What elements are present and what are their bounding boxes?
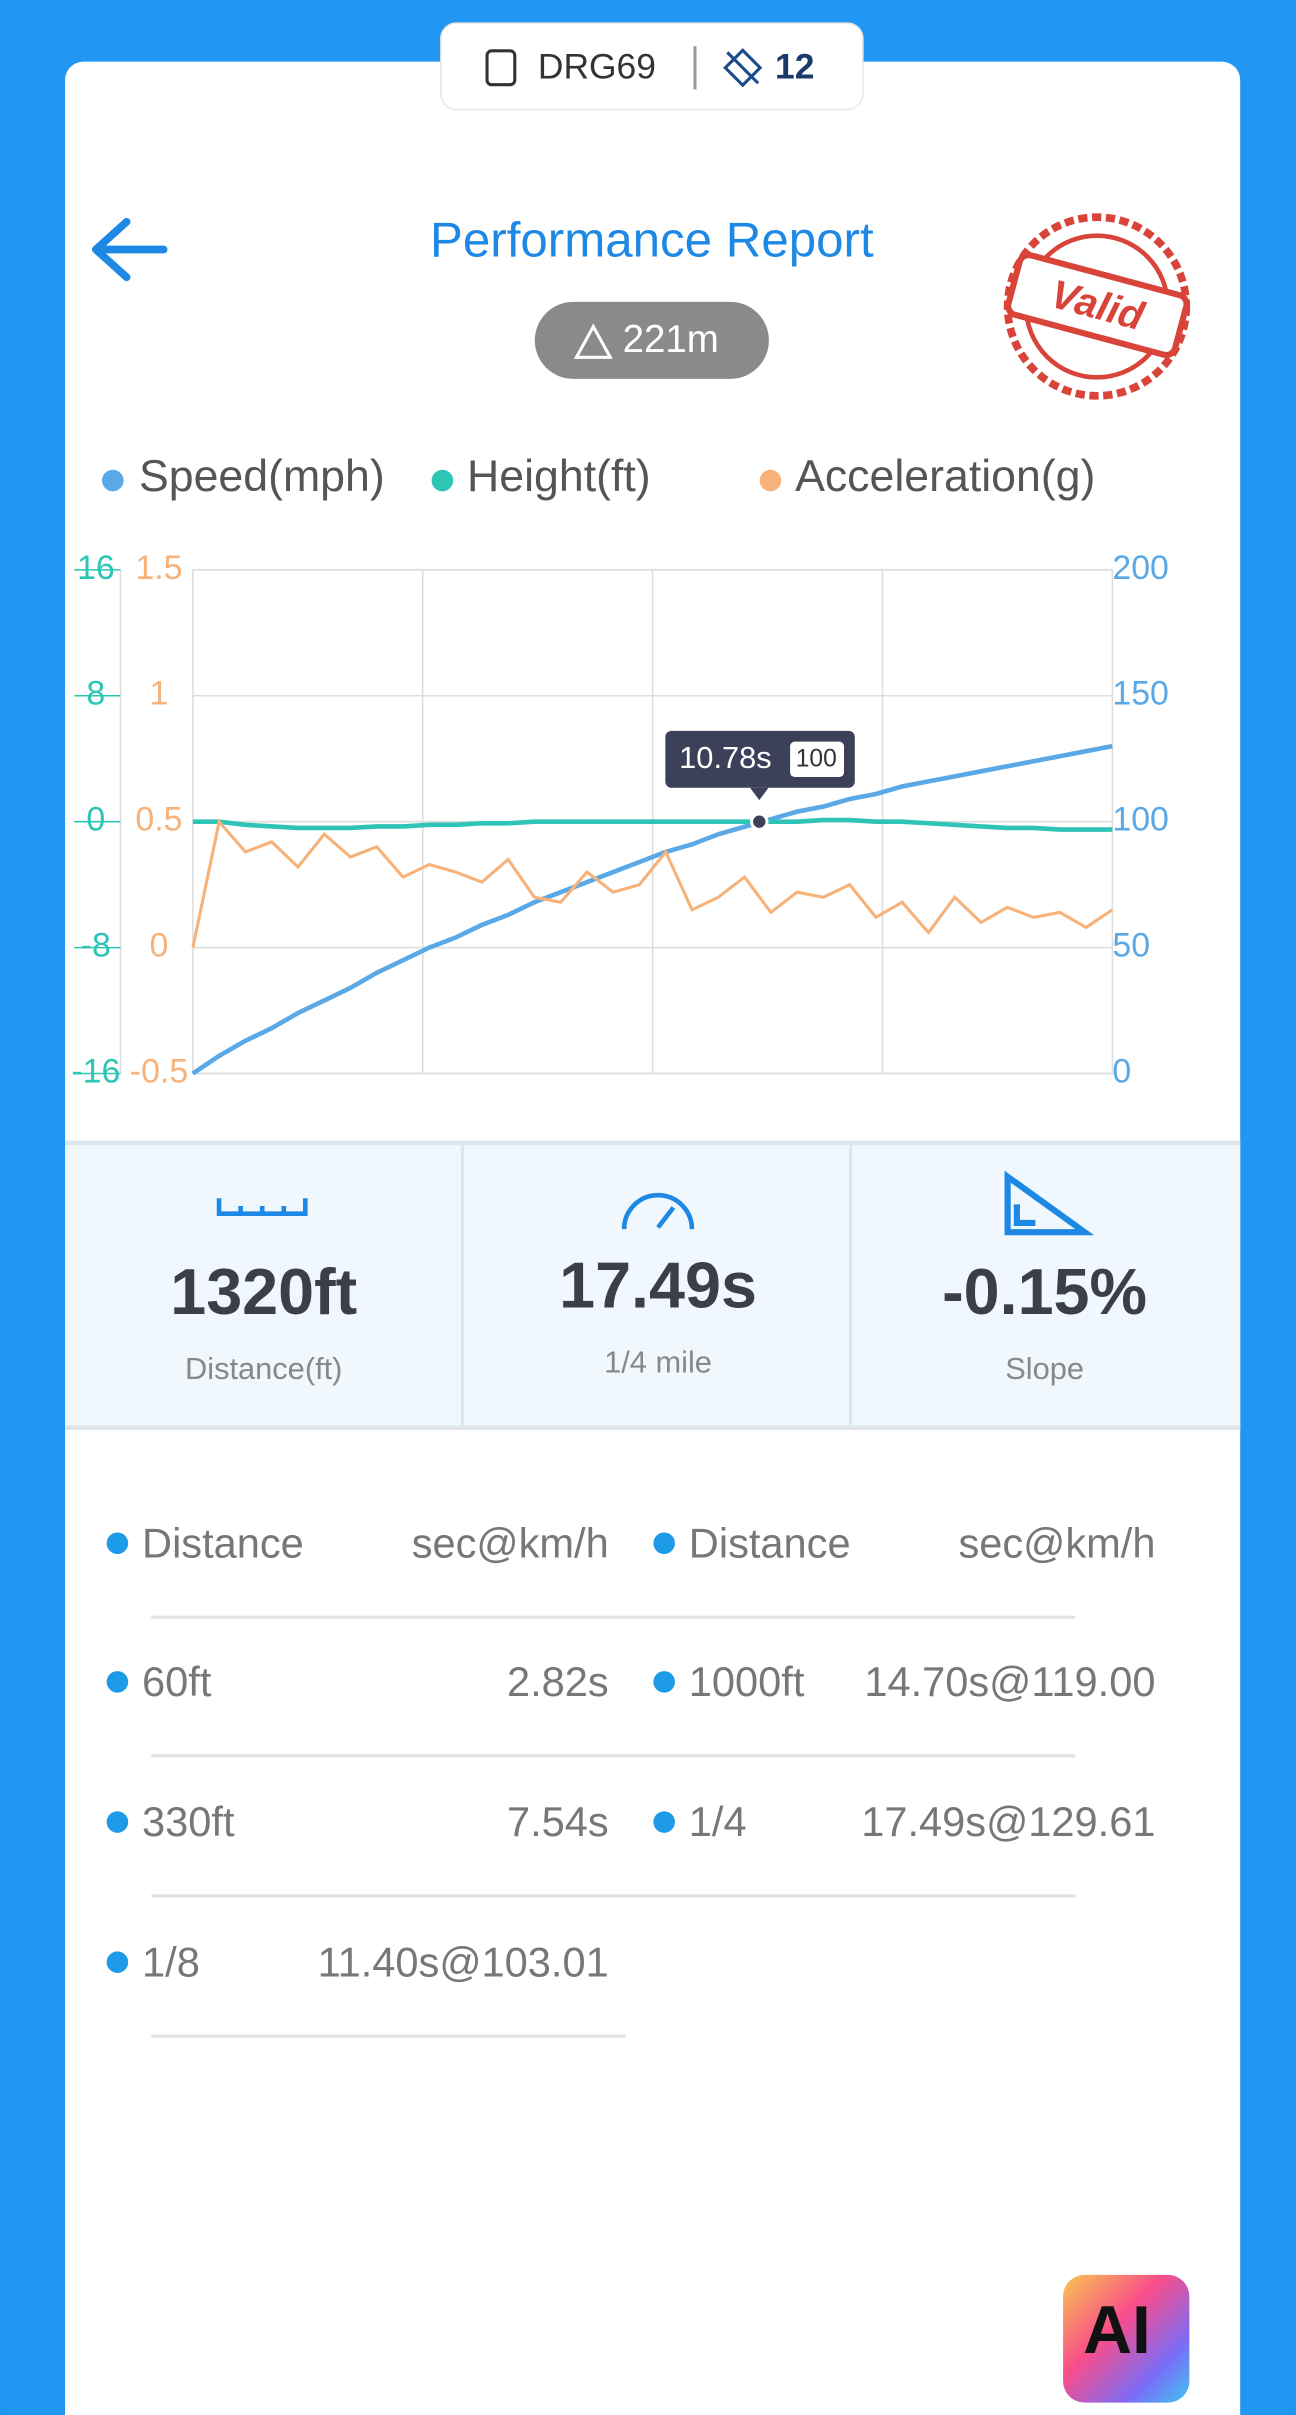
mountain-icon <box>573 323 613 359</box>
row-dot <box>106 1671 129 1693</box>
slope-icon <box>1004 1170 1095 1236</box>
gauge-needle <box>656 1206 676 1229</box>
ruler-icon <box>216 1198 308 1216</box>
tick-label: -16 <box>71 1052 120 1090</box>
cell: 1/4 <box>689 1798 747 1845</box>
satellite-count: 12 <box>775 47 814 87</box>
row-dot <box>106 1951 129 1973</box>
cell: 1000ft <box>689 1658 805 1705</box>
cell: 60ft <box>142 1658 212 1705</box>
cell: 1/8 <box>142 1938 200 1985</box>
cell: sec@km/h <box>958 1519 1155 1566</box>
row-dot <box>653 1811 675 1833</box>
tick-label: -8 <box>81 927 111 965</box>
legend-label: Height(ft) <box>467 452 651 501</box>
splits-table: Distance sec@km/h Distance sec@km/h 60ft 2.82… <box>106 1519 1155 2038</box>
stats-panel <box>65 1142 1241 1428</box>
tick-label: 0 <box>86 801 105 839</box>
cell: 7.54s <box>507 1798 609 1845</box>
series-line <box>191 818 1114 948</box>
cell: Distance <box>142 1519 304 1566</box>
altitude-pill <box>534 301 769 379</box>
tooltip-y: 100 <box>796 746 837 773</box>
stat-value: 17.49s <box>559 1249 757 1322</box>
legend-label: Speed(mph) <box>139 452 385 501</box>
cell: Distance <box>689 1519 851 1566</box>
stat-value: 1320ft <box>170 1255 357 1328</box>
tooltip-badge <box>790 741 844 778</box>
legend-dot <box>102 469 124 492</box>
legend-label: Acceleration(g) <box>795 452 1095 501</box>
series-line <box>192 817 1113 832</box>
series-line <box>191 743 1113 1076</box>
title: Performance Report <box>430 212 874 267</box>
tick-label: 0.5 <box>135 801 182 839</box>
cell: 14.70s@119.00 <box>864 1658 1155 1705</box>
back-button[interactable] <box>91 217 168 282</box>
stat-label: Distance(ft) <box>185 1351 342 1386</box>
legend-dot <box>759 469 782 492</box>
tick-label: 16 <box>77 549 115 587</box>
cell: 17.49s@129.61 <box>861 1798 1155 1845</box>
plate: DRG69 <box>538 47 656 87</box>
stat-label: 1/4 mile <box>604 1345 712 1380</box>
ai-button[interactable] <box>1063 2274 1190 2403</box>
tooltip-x: 10.78s <box>679 740 771 775</box>
altitude: 221m <box>623 318 719 361</box>
row-dot <box>106 1532 129 1555</box>
row-dot <box>653 1671 675 1693</box>
tick-label: 8 <box>86 675 105 713</box>
tick-label: 1.5 <box>135 549 182 587</box>
row-dot <box>653 1532 675 1555</box>
tick-label: 150 <box>1112 675 1169 713</box>
tick-label: 100 <box>1112 801 1169 839</box>
cell: 11.40s@103.01 <box>318 1938 609 1985</box>
tick-label: 1 <box>150 675 169 713</box>
cell: 330ft <box>142 1798 235 1845</box>
stat-value: -0.15% <box>942 1255 1147 1328</box>
satellite-icon <box>723 48 763 88</box>
ai-label: AI <box>1083 2293 1151 2368</box>
chart: -16 -8 0 8 16 -0.5 0 0.5 1 1.5 0 50 100 150 200 10.78s 1… <box>71 549 1169 1091</box>
tick-label: 50 <box>1112 927 1150 965</box>
stat-label: Slope <box>1005 1351 1084 1386</box>
tick-label: 0 <box>150 927 169 965</box>
legend-dot <box>431 469 454 492</box>
tick-label: -0.5 <box>130 1052 188 1090</box>
valid-stamp: Valid <box>1003 213 1191 400</box>
cell: sec@km/h <box>412 1519 609 1566</box>
row-dot <box>106 1811 129 1833</box>
device-pill <box>440 22 864 111</box>
gauge-icon <box>621 1192 695 1230</box>
tooltip-dot <box>750 812 769 831</box>
tick-label: 0 <box>1112 1052 1131 1090</box>
tooltip-pointer <box>750 787 769 801</box>
tick-label: 200 <box>1112 549 1169 587</box>
device-icon <box>485 49 517 87</box>
cell: 2.82s <box>507 1658 609 1705</box>
